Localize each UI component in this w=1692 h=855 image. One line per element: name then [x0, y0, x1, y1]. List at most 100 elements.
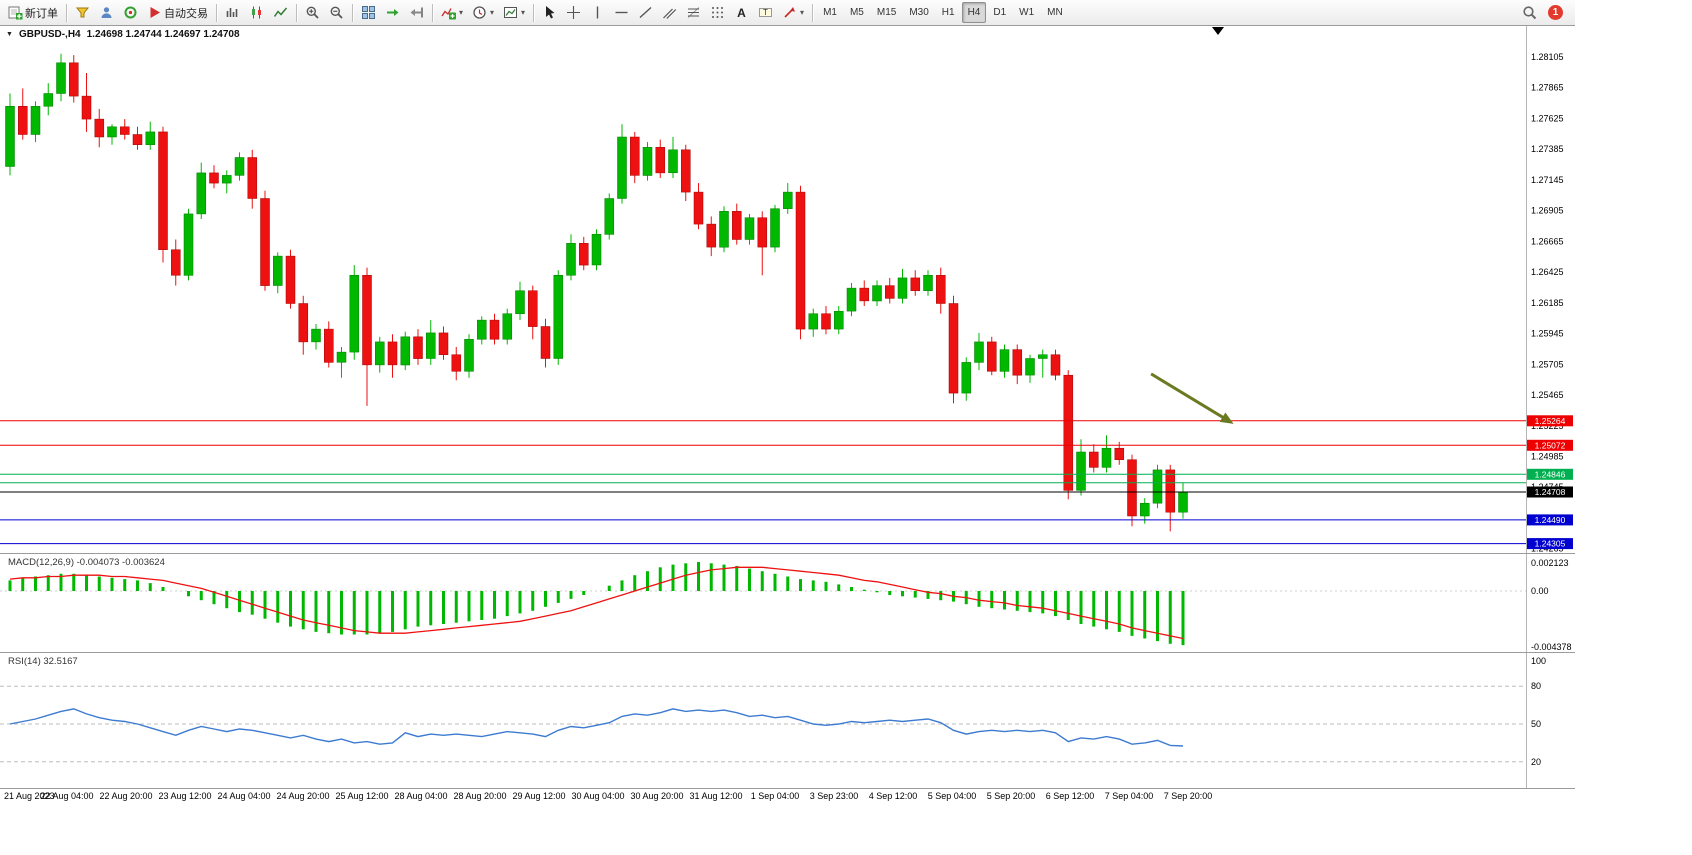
line-chart-button[interactable] — [269, 2, 292, 23]
candle-body — [209, 172, 219, 184]
new-order-button[interactable]: 新订单 — [4, 2, 62, 23]
candle-body — [566, 243, 576, 276]
horizontal-line-button[interactable] — [610, 2, 633, 23]
chevron-down-icon: ▾ — [459, 8, 464, 17]
candle-body — [1152, 469, 1163, 504]
arrows-button[interactable]: ▾ — [778, 2, 808, 23]
candle-body — [630, 136, 640, 176]
templates-button[interactable]: ▾ — [499, 2, 529, 23]
price-axis-label: 1.25705 — [1531, 359, 1564, 369]
tf-m30-button[interactable]: M30 — [903, 2, 934, 23]
equidistant-channel-button[interactable] — [658, 2, 681, 23]
indicators-icon — [441, 5, 456, 20]
candle-body — [897, 277, 908, 299]
price-axis-label: 1.28105 — [1531, 52, 1564, 62]
text-button[interactable]: A — [730, 2, 753, 23]
toolbar-right-cluster: 1 — [1518, 2, 1571, 23]
navigator-button[interactable] — [119, 2, 142, 23]
candle-body — [591, 234, 602, 266]
candle-body — [834, 310, 844, 330]
time-axis-label: 3 Sep 23:00 — [810, 791, 859, 801]
candle-body — [413, 336, 423, 359]
shapes-button[interactable] — [706, 2, 729, 23]
time-axis-label: 1 Sep 04:00 — [751, 791, 800, 801]
candle-body — [336, 351, 347, 363]
candle-body — [311, 328, 321, 343]
time-axis-label: 25 Aug 12:00 — [335, 791, 388, 801]
price-tag — [1527, 439, 1573, 451]
tf-m5-label: M5 — [849, 7, 864, 18]
autotrading-icon — [147, 5, 162, 20]
auto-trading-label: 自动交易 — [164, 7, 208, 20]
gbpusd-h4-chart[interactable]: 1.28105 1.27865 1.27625 1.27385 1.27145 1.269… — [0, 0, 1575, 812]
candle-body — [1012, 349, 1023, 376]
candle-body — [375, 341, 385, 366]
price-tag-label: 1.25072 — [1535, 440, 1566, 450]
tf-h1-button[interactable]: H1 — [936, 2, 961, 23]
tf-d1-button[interactable]: D1 — [987, 2, 1012, 23]
chart-shift-marker[interactable] — [1212, 27, 1224, 35]
text-label-button[interactable]: T — [754, 2, 777, 23]
candle-body — [81, 95, 92, 120]
price-axis-label: 1.24985 — [1531, 451, 1564, 461]
line-chart-icon — [273, 5, 288, 20]
label-icon: T — [758, 5, 773, 20]
market-watch-button[interactable] — [95, 2, 118, 23]
tf-w1-button[interactable]: W1 — [1013, 2, 1040, 23]
rsi-line — [9, 708, 1184, 747]
tf-m15-button[interactable]: M15 — [871, 2, 902, 23]
candles-layer — [5, 53, 1188, 532]
new-order-label: 新订单 — [25, 7, 58, 20]
candle-body — [247, 157, 258, 199]
periods-button[interactable]: ▾ — [468, 2, 498, 23]
candle-body — [923, 275, 933, 291]
vertical-line-button[interactable] — [586, 2, 609, 23]
tile-windows-button[interactable] — [357, 2, 380, 23]
trend-arrow-annotation[interactable] — [1150, 372, 1226, 420]
candle-body — [145, 131, 156, 145]
tf-h4-button[interactable]: H4 — [961, 2, 987, 23]
indicators-button[interactable]: ▾ — [437, 2, 467, 23]
candle-body — [171, 249, 181, 276]
candlestick-chart-button[interactable] — [245, 2, 268, 23]
candle-body — [795, 191, 806, 330]
auto-scroll-button[interactable] — [381, 2, 404, 23]
tf-m1-button[interactable]: M1 — [817, 2, 843, 23]
chart-shift-button[interactable] — [405, 2, 428, 23]
crosshair-button[interactable] — [562, 2, 585, 23]
price-tag-label: 1.24846 — [1535, 469, 1566, 479]
notification-badge[interactable]: 1 — [1548, 5, 1563, 20]
horizontal-lines-layer[interactable]: 1.25264 1.25072 1.24846 1.24708 1.24490 1.243… — [0, 415, 1573, 550]
trendline-button[interactable] — [634, 2, 657, 23]
time-axis-label: 7 Sep 20:00 — [1164, 791, 1213, 801]
channel-icon — [662, 5, 677, 20]
auto-trading-button[interactable]: 自动交易 — [143, 2, 212, 23]
cursor-button[interactable] — [538, 2, 561, 23]
zoom-out-button[interactable] — [325, 2, 348, 23]
tf-h4-label: H4 — [967, 7, 981, 18]
one-click-trading-toggle[interactable]: ▼ — [6, 31, 13, 38]
tf-m5-button[interactable]: M5 — [844, 2, 870, 23]
candle-body — [821, 313, 831, 330]
zoom-in-button[interactable] — [301, 2, 324, 23]
profiles-button[interactable] — [71, 2, 94, 23]
time-axis-label: 21 Aug 2023 — [4, 791, 55, 801]
candle-body — [1038, 354, 1048, 359]
search-button[interactable] — [1518, 2, 1541, 23]
candle-body — [196, 172, 207, 215]
tf-mn-button[interactable]: MN — [1041, 2, 1069, 23]
candle-body — [1127, 459, 1137, 517]
tf-d1-label: D1 — [993, 7, 1007, 18]
svg-text:A: A — [737, 6, 746, 20]
fibonacci-button[interactable] — [682, 2, 705, 23]
bar-chart-button[interactable] — [221, 2, 244, 23]
chevron-down-icon: ▾ — [521, 8, 526, 17]
candle-body — [298, 303, 309, 343]
candlestick-chart-icon — [249, 5, 264, 20]
time-axis-label: 5 Sep 20:00 — [987, 791, 1036, 801]
candle-body — [158, 131, 168, 250]
candle-body — [770, 208, 780, 248]
search-icon — [1522, 5, 1537, 20]
price-tag-label: 1.24490 — [1535, 515, 1566, 525]
